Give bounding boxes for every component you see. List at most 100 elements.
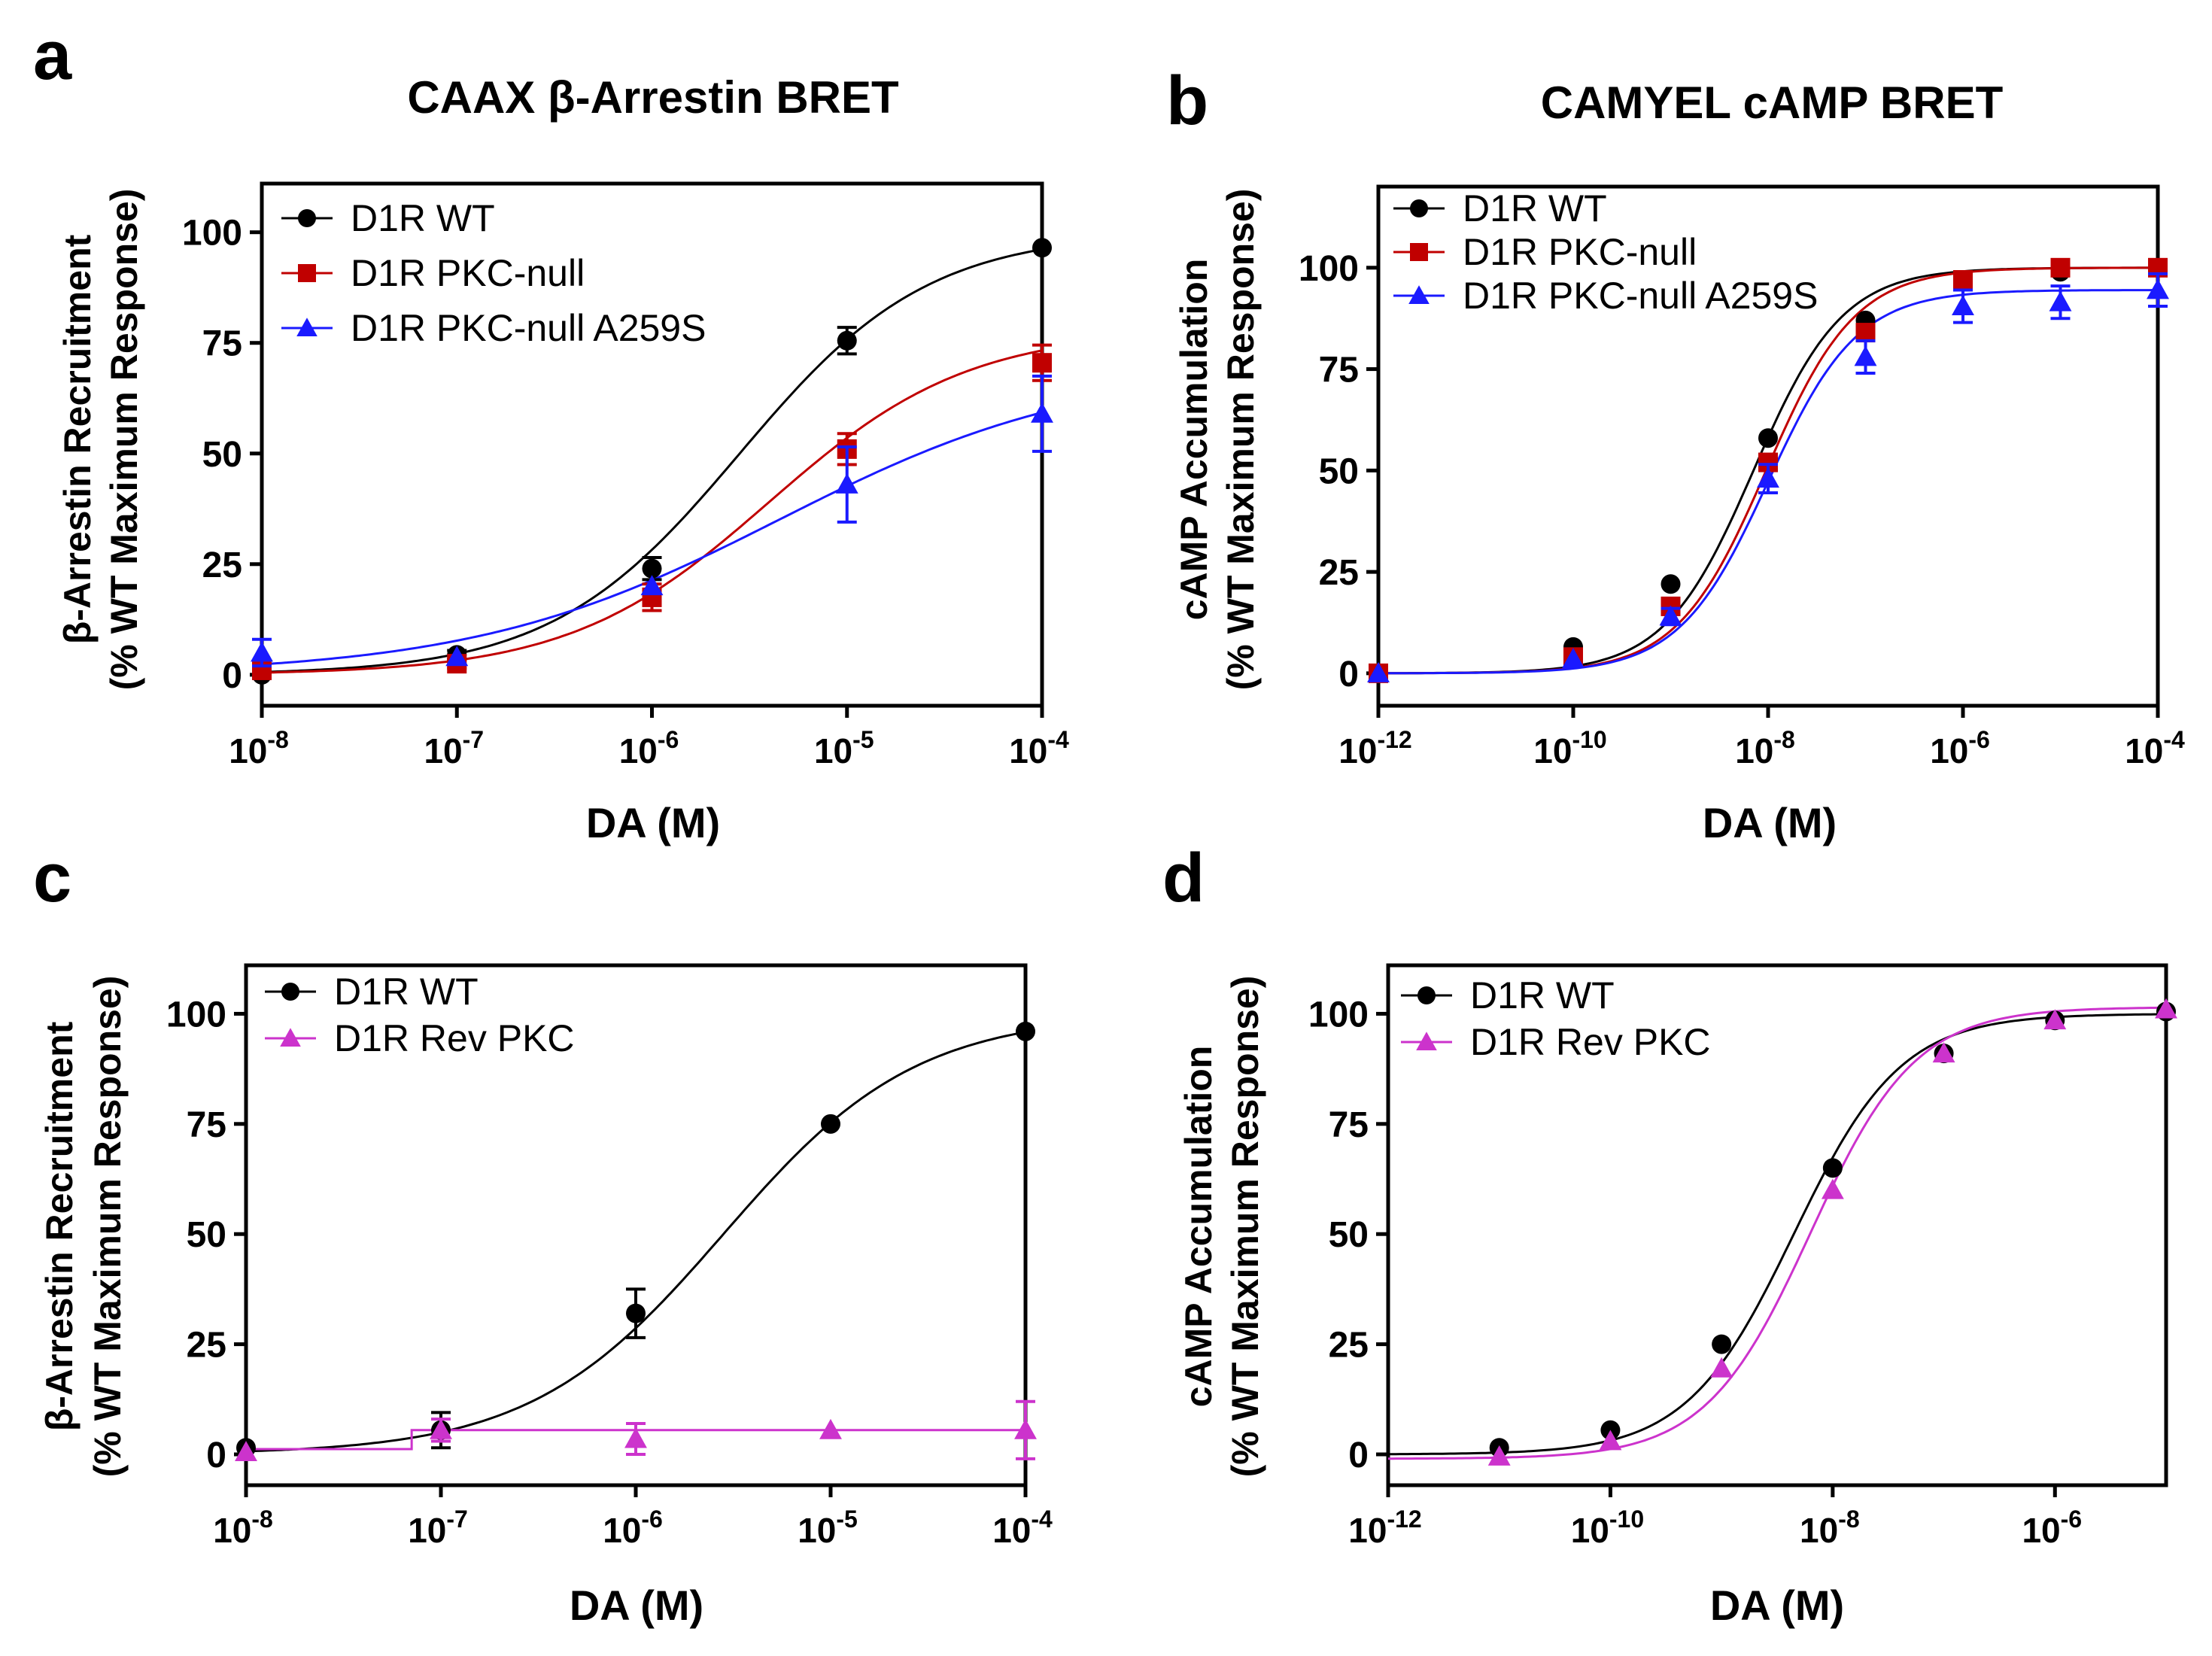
panel-d-ytick-label: 50 xyxy=(1329,1215,1369,1255)
panel-d-xtick-label: 10-10 xyxy=(1571,1506,1644,1550)
panel-a-plot: 0 25 50 75 100 10-8 10-7 10-6 10-5 10-4 D1R WT D1R … xyxy=(182,181,1069,770)
panel-c-xlabel: DA (M) xyxy=(570,1582,703,1629)
panel-d-plot-frame xyxy=(1386,963,2168,1487)
panel-b-point-s2 xyxy=(1757,467,1779,488)
panel-d-ylabel-line1: cAMP Accumulation xyxy=(1177,1046,1220,1408)
panel-b-ytick-label: 50 xyxy=(1319,451,1359,491)
panel-a-point-s0 xyxy=(642,558,662,579)
panel-c-ytick-label: 0 xyxy=(206,1436,226,1475)
panel-a-xtick-label: 10-8 xyxy=(229,726,289,770)
panel-c-fit-curve-0 xyxy=(245,1031,1026,1453)
panel-a-ytick-label: 50 xyxy=(202,435,242,475)
panel-b-legend-label: D1R WT xyxy=(1463,187,1607,229)
panel-c-point-s1 xyxy=(1014,1418,1037,1439)
panel-c-legend-label: D1R Rev PKC xyxy=(334,1017,575,1059)
panel-a-fit-curve-2 xyxy=(261,411,1043,666)
panel-d-point-s1 xyxy=(2155,998,2177,1019)
panel-a-point-s2 xyxy=(835,472,858,494)
panel-c-xtick-label: 10-6 xyxy=(603,1506,663,1550)
panel-c-xtick-label: 10-5 xyxy=(798,1506,858,1550)
panel-c-ytick-label: 25 xyxy=(187,1326,226,1366)
panel-a-xtick-label: 10-4 xyxy=(1009,726,1069,770)
panel-c-ylabel-line2: (% WT Maximum Response) xyxy=(87,976,129,1478)
panel-d-legend-marker xyxy=(1417,986,1436,1004)
panel-a-ytick-label: 0 xyxy=(222,656,242,696)
panel-a-xtick-label: 10-7 xyxy=(424,726,484,770)
panel-b-legend-label: D1R PKC-null xyxy=(1463,231,1697,273)
panel-a-legend-label: D1R PKC-null xyxy=(351,252,585,294)
panel-b-legend-marker xyxy=(1410,243,1428,261)
panel-d-fit-curve-0 xyxy=(1388,1013,2166,1456)
panel-b-legend-marker xyxy=(1410,199,1428,217)
panel-a-point-s2 xyxy=(1031,402,1053,423)
panel-b-title: CAMYEL cAMP BRET xyxy=(1541,77,2004,128)
panel-b-xtick-label: 10-8 xyxy=(1735,726,1795,770)
panel-a-legend-marker xyxy=(298,264,316,282)
panel-a-ytick-label: 100 xyxy=(182,214,242,254)
panel-b-point-s1 xyxy=(1953,269,1973,290)
panel-d-legend-label: D1R WT xyxy=(1470,974,1615,1016)
panel-b-xtick-label: 10-4 xyxy=(2125,726,2185,770)
panel-c-point-s1 xyxy=(819,1418,842,1439)
panel-a-ytick-label: 25 xyxy=(202,545,242,585)
panel-a-xtick-label: 10-5 xyxy=(814,726,874,770)
panel-d-xtick-label: 10-6 xyxy=(2022,1506,2082,1550)
panel-a-point-s1 xyxy=(1032,353,1052,373)
panel-d-point-s1 xyxy=(1599,1430,1622,1451)
panel-a-ylabel-line1: β-Arrestin Recruitment xyxy=(56,234,99,644)
panel-b-ylabel-line1: cAMP Accumulation xyxy=(1173,259,1215,621)
panel-c-xtick-label: 10-7 xyxy=(408,1506,468,1550)
panel-d-point-s1 xyxy=(1821,1178,1844,1199)
panel-a-fit-curve-1 xyxy=(261,349,1043,674)
panel-b-point-s2 xyxy=(2147,278,2169,299)
panel-d-ytick-label: 0 xyxy=(1348,1436,1369,1475)
panel-c-point-s1 xyxy=(235,1441,257,1462)
panel-b-ytick-label: 100 xyxy=(1299,249,1359,289)
panel-d-fit-curve-1 xyxy=(1388,1006,2167,1460)
panel-c-point-s0 xyxy=(1016,1021,1035,1041)
panel-b-legend-marker xyxy=(1408,285,1430,305)
panel-a-legend-label: D1R WT xyxy=(351,197,495,239)
panel-b-ylabel-line2: (% WT Maximum Response) xyxy=(1220,189,1262,691)
panel-b-point-s2 xyxy=(1562,648,1585,668)
panel-a-point-s2 xyxy=(251,641,273,662)
panel-c-plot: 0 25 50 75 100 10-8 10-7 10-6 10-5 10-4 D1R WTD1R … xyxy=(166,963,1053,1550)
panel-b-xlabel: DA (M) xyxy=(1703,799,1837,846)
panel-c-point-s1 xyxy=(430,1418,452,1439)
panel-letter-a: a xyxy=(33,17,72,94)
panel-b-ytick-label: 0 xyxy=(1338,655,1359,694)
panel-letter-c: c xyxy=(33,840,71,916)
panel-c-point-s0 xyxy=(821,1114,840,1134)
panel-d-point-s1 xyxy=(2043,1009,2067,1030)
panel-b-ytick-label: 25 xyxy=(1319,553,1359,593)
panel-d-point-s0 xyxy=(1712,1334,1732,1354)
panel-a-point-s0 xyxy=(1032,238,1052,258)
panel-b-point-s0 xyxy=(1758,428,1778,448)
panel-b-point-s0 xyxy=(1661,574,1681,594)
panel-c-point-s0 xyxy=(626,1303,646,1323)
panel-a-fit-curve-0 xyxy=(261,248,1043,673)
panel-c-xtick-label: 10-4 xyxy=(992,1506,1053,1550)
panel-letter-b: b xyxy=(1166,62,1208,139)
panel-d-ylabel-line2: (% WT Maximum Response) xyxy=(1224,976,1266,1478)
panel-d-plot: 0 25 50 75 100 10-12 10-10 10-8 10-6 D1R WT D1R Re… xyxy=(1308,963,2177,1550)
panel-b-point-s2 xyxy=(2049,290,2072,311)
panel-a-point-s2 xyxy=(445,646,469,667)
panel-d-xlabel: DA (M) xyxy=(1710,1582,1844,1629)
panel-b-xtick-label: 10-6 xyxy=(1930,726,1990,770)
panel-c-legend-label: D1R WT xyxy=(334,971,479,1013)
panel-d-legend-label: D1R Rev PKC xyxy=(1470,1021,1711,1063)
panel-letter-d: d xyxy=(1162,840,1205,916)
panel-c-ytick-label: 100 xyxy=(166,995,226,1035)
panel-b-point-s2 xyxy=(1952,295,1974,315)
panel-d-point-s0 xyxy=(1822,1158,1843,1178)
panel-b-point-s2 xyxy=(1659,605,1682,626)
panel-a-xtick-label: 10-6 xyxy=(619,726,679,770)
panel-a-legend-label: D1R PKC-null A259S xyxy=(351,307,706,349)
panel-c-legend-marker xyxy=(280,1028,301,1047)
panel-b-xtick-label: 10-10 xyxy=(1533,726,1606,770)
panel-d-ytick-label: 75 xyxy=(1329,1105,1369,1145)
panel-c-ylabel-line1: β-Arrestin Recruitment xyxy=(38,1021,81,1431)
panel-b-point-s2 xyxy=(1367,661,1390,682)
